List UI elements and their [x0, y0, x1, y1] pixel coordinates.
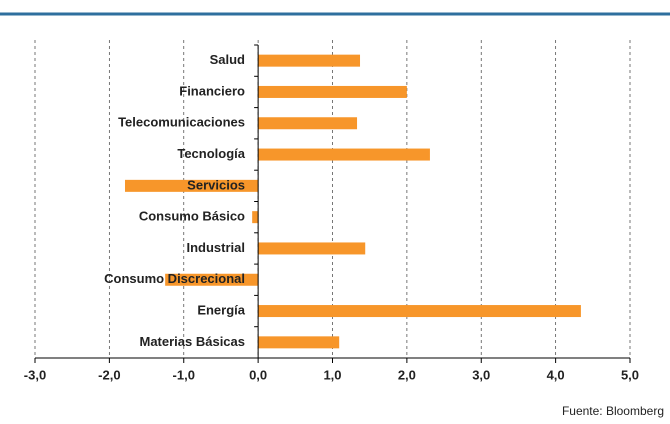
y-tick-label: Consumo Básico [139, 209, 245, 224]
x-tick-label: 2,0 [398, 367, 416, 382]
bar [258, 117, 358, 130]
x-tick-label: -3,0 [24, 367, 46, 382]
bar [258, 54, 361, 67]
y-tick-label: Servicios [187, 177, 245, 192]
bar [258, 336, 340, 349]
y-tick-label: Industrial [186, 240, 245, 255]
bar [124, 179, 259, 192]
y-tick-label: Tecnología [177, 146, 245, 161]
x-tick-label: -1,0 [173, 367, 195, 382]
x-tick-label: 5,0 [621, 367, 639, 382]
y-tick-label: Consumo Discrecional [104, 271, 245, 286]
y-tick-label: Materias Básicas [139, 334, 245, 349]
bar [258, 85, 407, 98]
bar [258, 305, 581, 318]
source-note: Fuente: Bloomberg [562, 404, 664, 418]
y-tick-label: Salud [210, 52, 245, 67]
x-tick-label: -2,0 [98, 367, 120, 382]
bar [258, 242, 366, 255]
bar [258, 148, 430, 161]
x-tick-label: 0,0 [249, 367, 267, 382]
y-tick-label: Energía [197, 302, 245, 317]
y-tick-label: Financiero [179, 83, 245, 98]
x-tick-label: 1,0 [323, 367, 341, 382]
x-tick-label: 4,0 [547, 367, 565, 382]
y-tick-label: Telecomunicaciones [118, 115, 245, 130]
x-tick-label: 3,0 [472, 367, 490, 382]
bar [165, 273, 259, 286]
bar [252, 211, 259, 224]
